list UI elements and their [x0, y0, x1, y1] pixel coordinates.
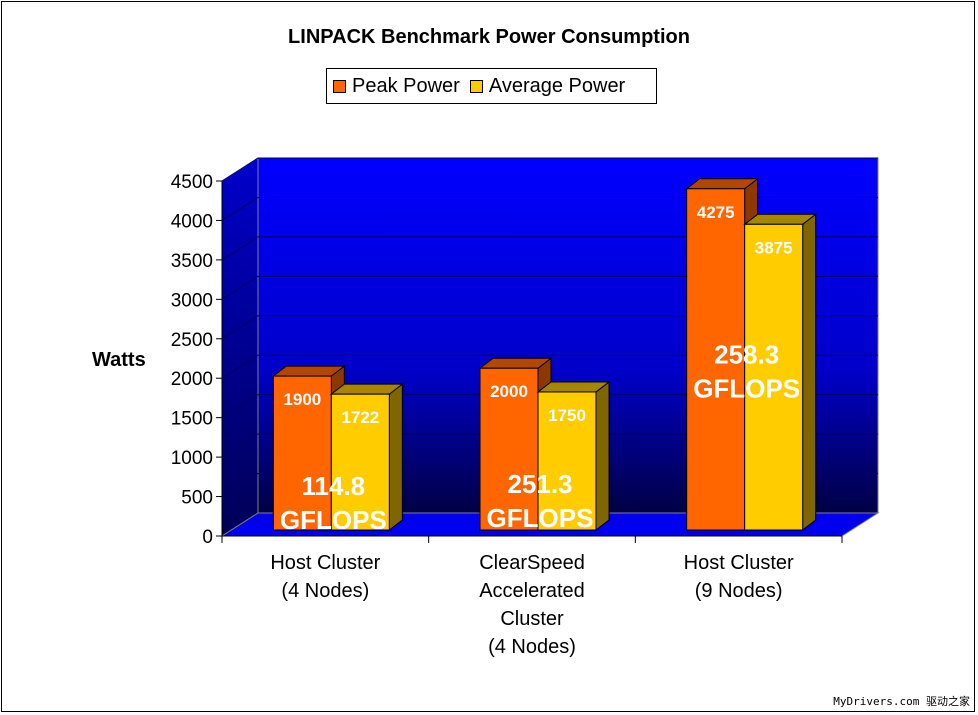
x-tick-label: Cluster [500, 608, 564, 630]
x-tick-label: Host Cluster [684, 552, 794, 574]
annotation-label: GFLOPS [487, 503, 594, 533]
bar-top [478, 357, 553, 369]
legend-label-average: Average Power [488, 74, 626, 97]
y-tick-label: 3000 [171, 290, 213, 311]
x-tick-label: (9 Nodes) [695, 580, 783, 602]
x-tick-label: ClearSpeed [479, 552, 585, 574]
gridline [221, 275, 878, 300]
bar-top [685, 178, 760, 190]
bar-side [802, 213, 817, 532]
annotation-label: GFLOPS [280, 505, 387, 535]
y-tick-label: 4500 [171, 172, 213, 193]
x-tick-label: (4 Nodes) [281, 580, 369, 602]
bars [271, 177, 818, 532]
bar-top [271, 365, 346, 377]
y-tick-label: 0 [202, 527, 213, 548]
data-label: 4275 [697, 203, 735, 222]
gridline [221, 473, 878, 497]
axes: 0 500 1000 1500 2000 2500 3000 3500 4000 4500 Host… [171, 172, 843, 658]
legend: Peak Power Average Power [326, 68, 657, 104]
data-label: 1722 [341, 408, 379, 427]
gridline [221, 354, 878, 379]
gridline [221, 236, 878, 261]
x-tick-label: Host Cluster [270, 552, 380, 574]
y-tick-label: 2500 [171, 330, 213, 351]
gridline [221, 315, 878, 340]
bar-top [329, 383, 404, 395]
bar [744, 223, 804, 531]
bar [686, 188, 746, 531]
x-tick-label: (4 Nodes) [488, 636, 576, 658]
annotation-label: 251.3 [507, 469, 572, 499]
bar-top [536, 381, 611, 393]
y-tick-label: 1000 [171, 448, 213, 469]
bar-top [743, 213, 818, 225]
legend-item-average: Average Power [469, 74, 626, 98]
legend-swatch-peak [333, 79, 346, 93]
gridline [221, 157, 878, 182]
y-tick-label: 3500 [171, 251, 213, 272]
annotation-label: GFLOPS [693, 373, 800, 403]
y-tick-label: 2000 [171, 369, 213, 390]
bar-side [595, 380, 610, 532]
data-label: 2000 [490, 382, 528, 401]
data-label: 3875 [755, 238, 793, 257]
labels: 1900 1722 114.8 GFLOPS 2000 1750 251.3 GFLOPS 42… [280, 203, 800, 535]
gridlines [221, 157, 878, 497]
y-axis-label: Watts [92, 349, 146, 371]
bar-side [388, 383, 403, 532]
y-tick-label: 1500 [171, 409, 213, 430]
watermark: MyDrivers.com 驱动之家 [833, 695, 970, 708]
legend-item-peak: Peak Power [333, 75, 460, 98]
plot-side-wall [221, 157, 259, 537]
bar [330, 393, 390, 531]
legend-swatch-average [469, 79, 483, 93]
legend-label-peak: Peak Power [352, 74, 460, 97]
annotation-label: 114.8 [302, 471, 366, 501]
gridline [221, 433, 878, 458]
annotation-label: 258.3 [714, 339, 779, 369]
x-tick-label: Accelerated [479, 580, 585, 602]
y-tick-label: 4000 [171, 211, 213, 232]
y-tick-label: 500 [181, 488, 213, 509]
gridline [221, 394, 878, 419]
data-label: 1750 [548, 406, 586, 425]
bar [479, 367, 539, 531]
chart-title: LINPACK Benchmark Power Consumption [288, 26, 690, 48]
bar [537, 391, 597, 531]
gridline [221, 196, 878, 221]
data-label: 1900 [283, 390, 321, 409]
